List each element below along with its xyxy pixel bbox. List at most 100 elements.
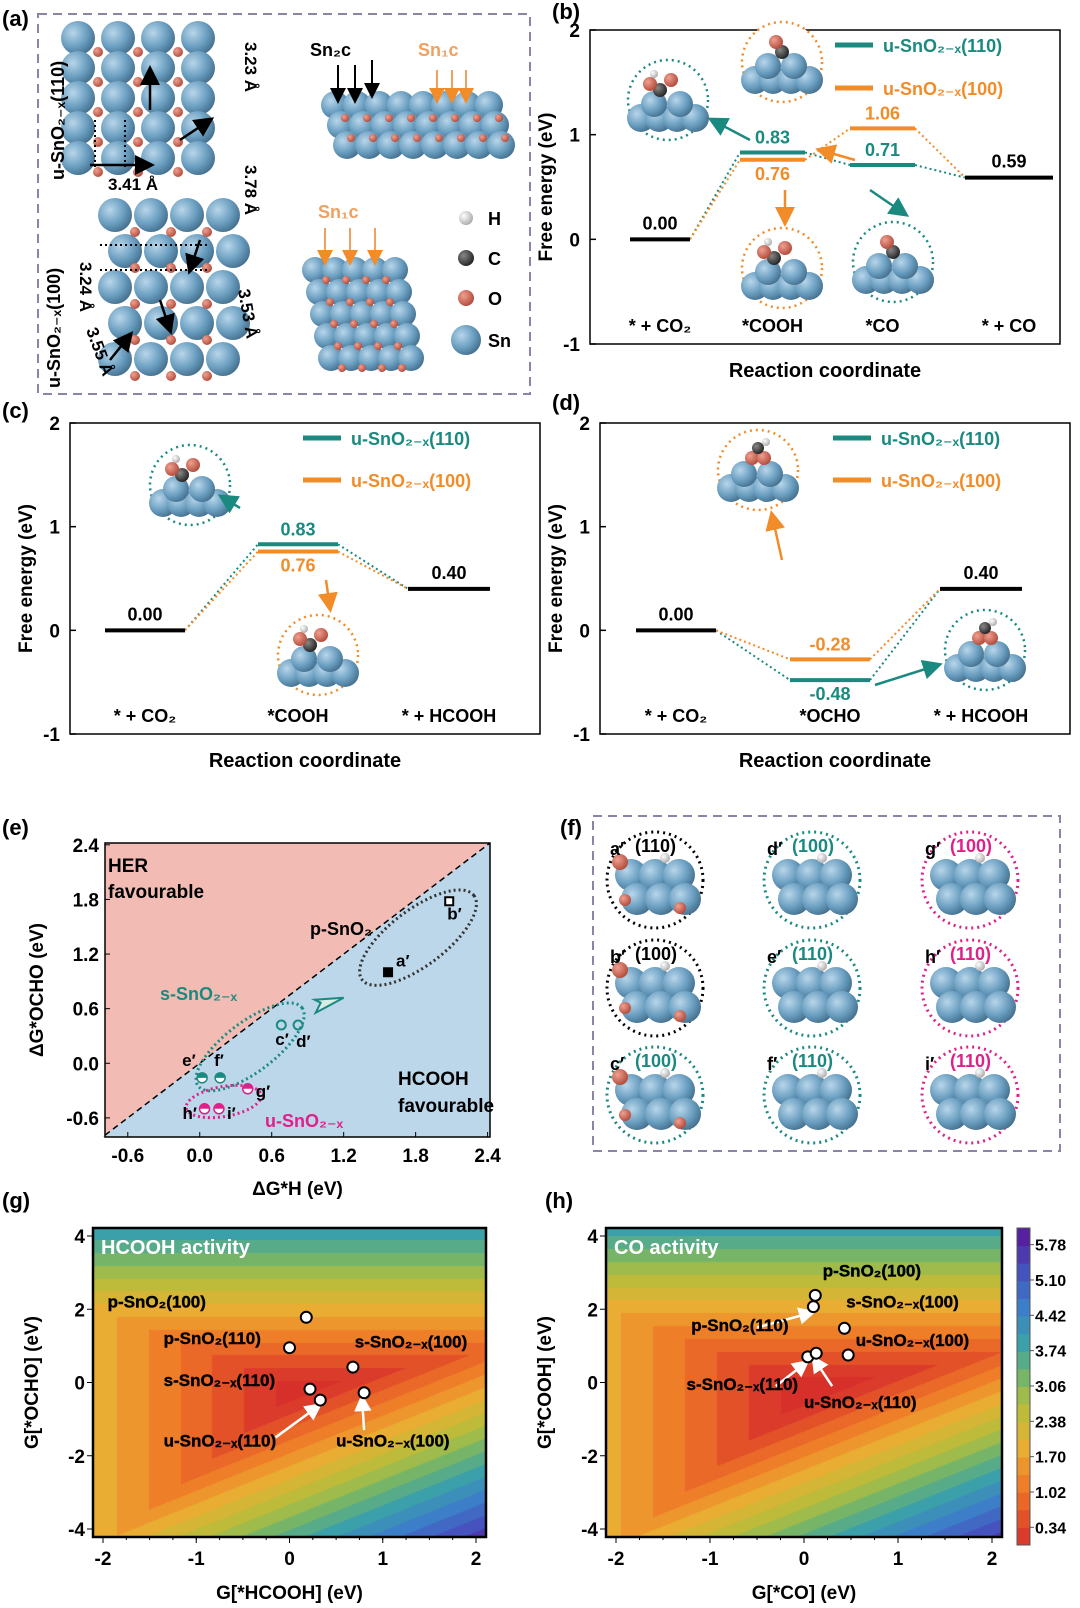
colorbar-segment xyxy=(1017,1456,1030,1476)
sn-atom xyxy=(390,301,416,327)
sn-atom xyxy=(663,1074,695,1106)
sn-atom xyxy=(358,345,384,371)
sn-atom xyxy=(978,1074,1010,1106)
colorbar-segment xyxy=(1017,1298,1030,1317)
sn-atom xyxy=(101,21,135,55)
sn-atom xyxy=(796,1074,828,1106)
sn-atom xyxy=(338,345,364,371)
energy-value-label: 0.00 xyxy=(127,604,162,624)
y-tick-label: 2 xyxy=(579,414,590,435)
point-label: s-SnO₂₋ₓ(100) xyxy=(355,1333,468,1352)
y-tick-label: 1.2 xyxy=(73,945,99,966)
sn-atom xyxy=(317,646,343,672)
y-axis-label: G[*COOH] (eV) xyxy=(535,1316,556,1449)
y-tick-label: -1 xyxy=(43,725,60,746)
u-sno2-110-side-view xyxy=(321,91,515,159)
energy-value-label: -0.28 xyxy=(809,634,850,654)
colorbar-segment xyxy=(1017,1474,1030,1493)
colorbar-segment xyxy=(1017,1228,1030,1247)
sn-atom xyxy=(487,131,515,159)
o-atom xyxy=(362,276,370,284)
state-label: *COOH xyxy=(742,316,803,336)
o-atom xyxy=(619,1002,631,1014)
sn-atom xyxy=(984,883,1016,915)
y-tick-label: 0 xyxy=(569,230,580,251)
y-tick-label: -2 xyxy=(581,1447,598,1468)
sn-atom xyxy=(354,323,380,349)
heatmap-title: CO activity xyxy=(614,1237,719,1259)
y-tick-label: 2 xyxy=(49,414,60,435)
sn-atom xyxy=(134,342,168,376)
sn-atom xyxy=(930,859,962,891)
colorbar-tick-label: 0.34 xyxy=(1035,1520,1066,1537)
h-atom xyxy=(764,238,772,246)
heatmap-panel-h: CO activity -2 -1 0 1 2 -4 -2 0 2 4 G[*CO] (eV) G[*C… xyxy=(535,1226,1066,1604)
panel-f-adsorption-sites: a′ (110) d′ (100) g′ (100) b′ (100) e′ (110) h′ (11… xyxy=(592,815,1061,1152)
data-point xyxy=(275,1019,287,1031)
y-tick-label: -1 xyxy=(563,335,580,356)
sn-atom xyxy=(181,21,215,55)
adsorbate-structure-inset xyxy=(626,58,710,142)
colorbar-segment xyxy=(1017,1263,1030,1282)
h-atom xyxy=(817,1068,827,1078)
sn-atom xyxy=(892,253,918,279)
sn-atom xyxy=(61,81,95,115)
y-tick-label: -4 xyxy=(581,1520,598,1541)
sn-atom xyxy=(394,323,420,349)
row-label-100: u-SnO₂₋ₓ(100) xyxy=(44,268,64,388)
sn-atom xyxy=(141,81,175,115)
sn-atom xyxy=(755,53,781,79)
x-tick-label: -2 xyxy=(95,1549,112,1570)
energy-value-label: 0.76 xyxy=(280,556,315,576)
sn-atom xyxy=(978,859,1010,891)
data-point xyxy=(383,967,394,978)
o-atom xyxy=(202,335,212,345)
o-atom xyxy=(435,134,443,142)
o-atom xyxy=(130,371,140,381)
o-atom xyxy=(173,167,183,177)
connector-line xyxy=(869,588,941,661)
site-structure-4: e′ (110) xyxy=(762,938,862,1038)
legend-o-label: O xyxy=(488,289,502,309)
sn-atom xyxy=(802,991,834,1023)
sn-atom xyxy=(141,21,175,55)
sn-atom xyxy=(639,1074,671,1106)
connector-line xyxy=(914,164,966,179)
o-atom xyxy=(643,77,657,91)
sn-atom xyxy=(108,234,142,268)
distance-label: 3.41 Å xyxy=(108,175,158,194)
sn-atom xyxy=(141,141,175,175)
o-atom xyxy=(173,77,183,87)
data-point xyxy=(313,1393,327,1407)
group-label: s-SnO₂₋ₓ xyxy=(160,984,238,1004)
legend-label: u-SnO₂₋ₓ(110) xyxy=(883,36,1002,56)
o-atom xyxy=(133,77,143,87)
heatmap-panel-g: HCOOH activity -2 -1 0 1 2 -4 -2 0 2 4 G[*HCOOH] (e… xyxy=(22,1226,488,1604)
sn-atom xyxy=(61,141,95,175)
data-point xyxy=(837,1321,851,1335)
o-atom xyxy=(130,263,140,273)
inset-pointer-arrow xyxy=(869,188,910,217)
colorbar-segment xyxy=(1017,1421,1030,1440)
connector-line xyxy=(689,159,741,240)
site-structure-0: a′ (110) xyxy=(605,830,705,930)
x-axis-label: G[*CO] (eV) xyxy=(752,1583,857,1604)
data-point xyxy=(841,1348,855,1362)
o-atom xyxy=(370,320,378,328)
colorbar-segment xyxy=(1017,1368,1030,1387)
energy-diagram-c: -1 0 1 2 Free energy (eV) Reaction coordinate… xyxy=(16,414,541,772)
sn-atom xyxy=(621,1098,653,1130)
o-atom xyxy=(394,342,402,350)
sn-atom xyxy=(181,141,215,175)
sn-atom xyxy=(170,342,204,376)
colorbar-segment xyxy=(1017,1492,1030,1511)
distance-arrow xyxy=(185,239,205,275)
legend-sn-label: Sn xyxy=(488,331,511,351)
sn-atom xyxy=(757,461,783,487)
o-atom xyxy=(398,364,406,372)
o-atom xyxy=(880,235,894,249)
point-pointer-arrow xyxy=(775,1359,810,1388)
connector-line xyxy=(804,151,851,166)
o-atom xyxy=(664,73,678,87)
o-atom xyxy=(93,137,103,147)
